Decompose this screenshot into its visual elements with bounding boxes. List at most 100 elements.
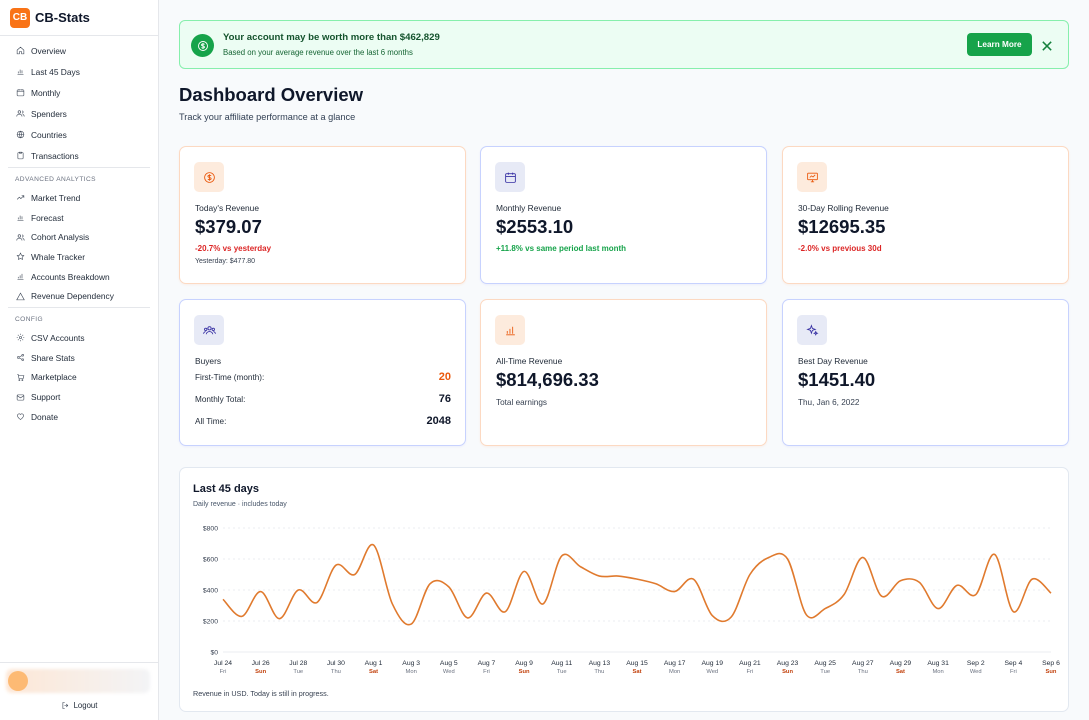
x-tick-label: Aug 17: [664, 660, 686, 667]
data-point: [297, 589, 299, 591]
home-icon: [16, 46, 25, 55]
data-point: [843, 593, 845, 595]
buyers-all-time-label: All Time:: [195, 416, 227, 426]
sidebar-item-label: Accounts Breakdown: [31, 271, 110, 282]
sidebar-item-whale-tracker[interactable]: Whale Tracker: [0, 247, 158, 267]
buyers-first-time-value: 20: [438, 371, 451, 383]
sidebar-item-donate[interactable]: Donate: [0, 407, 158, 427]
buyers-first-time-row: First-Time (month): 20: [195, 371, 451, 383]
y-tick-label: $0: [210, 650, 218, 657]
data-point: [749, 573, 751, 575]
divider: [8, 307, 150, 309]
users-icon: [16, 110, 25, 117]
sidebar-item-overview[interactable]: Overview: [0, 40, 158, 61]
sidebar-item-transactions[interactable]: Transactions: [0, 145, 158, 166]
x-tick-day-label: Wed: [443, 669, 455, 675]
page-subtitle: Track your affiliate performance at a gl…: [179, 112, 356, 122]
sidebar-item-label: Whale Tracker: [31, 251, 85, 262]
x-tick-day-label: Wed: [970, 669, 982, 675]
sidebar-item-label: Donate: [31, 411, 59, 422]
logout-icon: [62, 702, 68, 709]
x-tick-label: Aug 23: [777, 660, 799, 667]
data-point: [561, 555, 563, 557]
close-icon[interactable]: [1042, 38, 1054, 51]
sidebar-item-label: Support: [31, 392, 61, 403]
buyers-all-time-row: All Time: 2048: [195, 415, 451, 427]
sidebar-item-csv-accounts[interactable]: CSV Accounts: [0, 328, 158, 348]
sidebar-item-label: Overview: [31, 45, 66, 56]
chart-title: Last 45 days: [193, 483, 260, 495]
x-tick-label: Jul 26: [252, 660, 270, 667]
all-time-revenue-card: All-Time Revenue $814,696.33 Total earni…: [480, 299, 767, 446]
sidebar-item-forecast[interactable]: Forecast: [0, 208, 158, 228]
x-tick-label: Aug 3: [402, 660, 420, 667]
gear-icon: [16, 334, 25, 342]
y-tick-label: $200: [203, 619, 218, 626]
data-point: [993, 553, 995, 555]
buyers-monthly-value: 76: [438, 393, 451, 405]
cart-icon: [17, 374, 25, 381]
learn-more-button[interactable]: Learn More: [967, 33, 1032, 56]
buyers-card: Buyers First-Time (month): 20 Monthly To…: [179, 299, 466, 446]
sidebar-item-cohort-analysis[interactable]: Cohort Analysis: [0, 227, 158, 247]
data-point: [636, 578, 638, 580]
x-tick-day-label: Mon: [406, 669, 417, 675]
card-value: $814,696.33: [496, 369, 599, 390]
data-point: [768, 556, 770, 558]
brand[interactable]: CB CB-Stats: [0, 0, 158, 36]
logout-button[interactable]: Logout: [0, 701, 158, 710]
sidebar-item-label: Countries: [31, 129, 67, 140]
data-point: [1050, 592, 1052, 594]
divider: [8, 167, 150, 168]
bar-chart-icon: [17, 69, 24, 75]
sidebar-item-last-45-days[interactable]: Last 45 Days: [0, 61, 158, 82]
dollar-icon: [191, 34, 214, 57]
x-tick-label: Aug 27: [852, 660, 874, 667]
card-label: Today's Revenue: [195, 203, 259, 213]
banner-subtitle: Based on your average revenue over the l…: [223, 48, 413, 57]
sidebar-footer: Logout: [0, 662, 158, 720]
x-tick-day-label: Sat: [632, 669, 641, 675]
sidebar-item-accounts-breakdown[interactable]: Accounts Breakdown: [0, 267, 158, 287]
x-tick-label: Aug 7: [478, 660, 496, 667]
sidebar-item-label: Transactions: [31, 150, 79, 161]
card-label: Buyers: [195, 356, 222, 366]
sidebar-item-label: Cohort Analysis: [31, 232, 90, 243]
sidebar-item-label: Marketplace: [31, 372, 77, 383]
data-point: [1012, 611, 1014, 613]
sidebar-item-market-trend[interactable]: Market Trend: [0, 188, 158, 208]
x-tick-label: Jul 30: [327, 660, 345, 667]
y-tick-label: $800: [203, 526, 218, 533]
data-point: [655, 583, 657, 585]
data-point: [222, 598, 224, 600]
data-point: [899, 580, 901, 582]
avatar[interactable]: [8, 671, 28, 691]
data-point: [937, 607, 939, 609]
chart-footnote: Revenue in USD. Today is still in progre…: [193, 689, 329, 698]
brand-logo: CB: [10, 7, 30, 28]
x-tick-day-label: Fri: [1010, 669, 1017, 675]
sidebar-item-spenders[interactable]: Spenders: [0, 103, 158, 124]
sidebar: CB CB-Stats Overview Last 45 Days Monthl…: [0, 0, 159, 720]
data-point: [579, 566, 581, 568]
monthly-revenue-card: Monthly Revenue $2553.10 +11.8% vs same …: [480, 146, 767, 284]
user-profile[interactable]: [6, 669, 150, 693]
sidebar-item-marketplace[interactable]: Marketplace: [0, 368, 158, 388]
x-tick-label: Sep 2: [967, 660, 985, 667]
buyers-monthly-row: Monthly Total: 76: [195, 393, 451, 405]
buyers-first-time-label: First-Time (month):: [195, 372, 265, 382]
x-tick-day-label: Thu: [594, 669, 604, 675]
sidebar-item-support[interactable]: Support: [0, 387, 158, 407]
mail-icon: [16, 394, 25, 400]
x-tick-label: Aug 19: [701, 660, 723, 667]
x-tick-day-label: Wed: [706, 669, 718, 675]
data-point: [598, 575, 600, 577]
sidebar-item-countries[interactable]: Countries: [0, 124, 158, 145]
data-point: [259, 590, 261, 592]
data-point: [410, 623, 412, 625]
share-icon: [17, 354, 24, 362]
sidebar-item-revenue-dependency[interactable]: Revenue Dependency: [0, 286, 158, 306]
data-point: [1031, 578, 1033, 580]
sidebar-item-share-stats[interactable]: Share Stats: [0, 348, 158, 368]
sidebar-item-monthly[interactable]: Monthly: [0, 82, 158, 103]
